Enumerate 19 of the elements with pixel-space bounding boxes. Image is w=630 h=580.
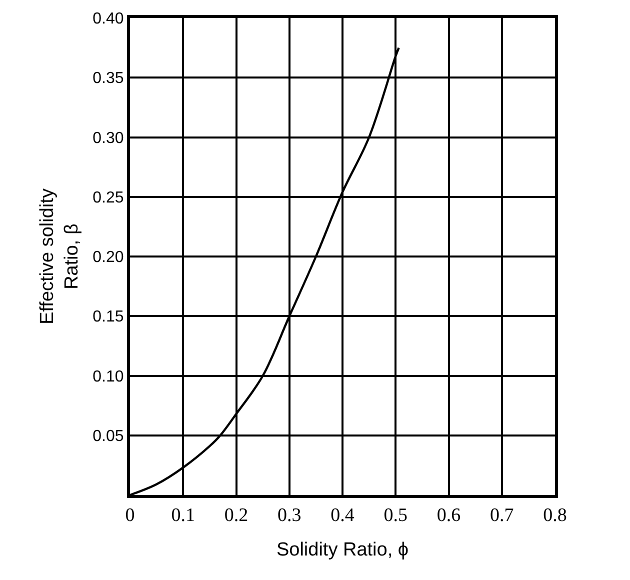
x-tick-label: 0 — [125, 504, 135, 526]
x-tick-label: 0.6 — [436, 504, 461, 526]
y-tick-label: 0.25 — [92, 189, 124, 206]
x-tick-label: 0.7 — [490, 504, 514, 526]
y-tick-label: 0.35 — [92, 70, 124, 88]
y-axis-title: Effective solidity Ratio, β — [36, 188, 83, 324]
y-tick-label: 0.30 — [92, 130, 124, 147]
y-tick-label: 0.20 — [92, 249, 124, 266]
y-tick-label: 0.05 — [92, 428, 124, 445]
y-tick-label: 0.10 — [92, 368, 124, 386]
x-tick-label: 0.8 — [543, 504, 567, 526]
x-tick-label: 0.2 — [224, 504, 248, 526]
x-tick-label: 0.4 — [330, 504, 355, 526]
x-axis-title: Solidity Ratio, ϕ — [276, 540, 409, 561]
x-tick-label: 0.3 — [278, 504, 302, 526]
x-tick-label: 0.1 — [171, 504, 196, 526]
x-tick-label: 0.5 — [384, 504, 408, 526]
y-tick-label: 0.15 — [92, 308, 124, 326]
y-tick-label: 0.40 — [92, 10, 124, 28]
